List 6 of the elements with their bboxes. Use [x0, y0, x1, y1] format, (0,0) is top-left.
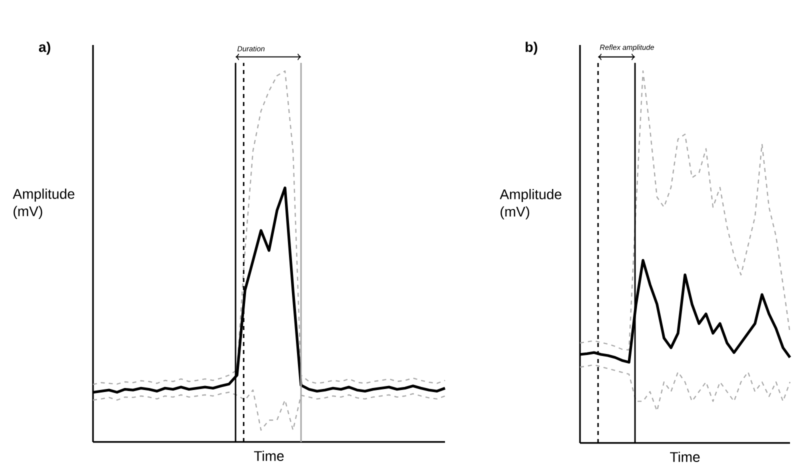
chart-title: a) — [38, 42, 50, 55]
y-axis-title: Amplitude (mV) — [500, 188, 562, 220]
y-axis-title: Amplitude (mV) — [12, 188, 74, 219]
x-axis-title: Time — [670, 452, 700, 462]
chart-title: b) — [526, 42, 538, 55]
x-axis-title: Time — [254, 450, 284, 461]
